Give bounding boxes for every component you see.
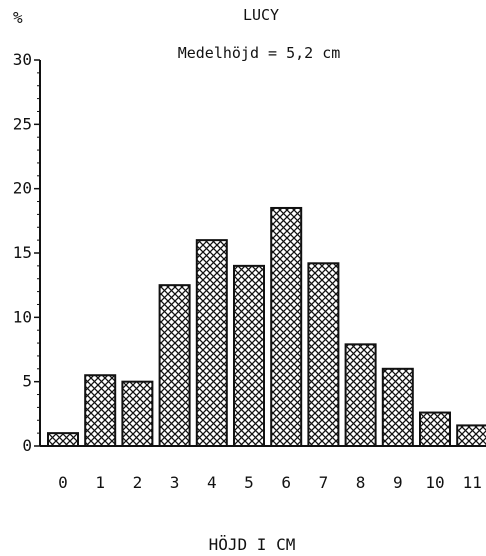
bar	[307, 262, 340, 447]
y-tick-label: 20	[13, 179, 32, 198]
x-tick-label: 9	[393, 473, 403, 492]
x-axis-ticks: 0 1 2 3 4 5 6 7 8 9 10 11	[58, 473, 482, 492]
x-tick-label: 8	[356, 473, 366, 492]
x-tick-label: 6	[281, 473, 291, 492]
bar	[456, 424, 486, 447]
bar	[344, 343, 377, 447]
y-tick-label: 0	[22, 436, 32, 455]
bar	[121, 380, 154, 447]
x-tick-label: 5	[244, 473, 254, 492]
y-tick-label: 10	[13, 307, 32, 326]
x-axis-label: HÖJD I CM	[209, 535, 296, 554]
x-tick-label: 3	[170, 473, 180, 492]
x-tick-label: 1	[95, 473, 105, 492]
x-tick-label: 7	[319, 473, 329, 492]
bar	[419, 411, 451, 447]
y-tick-label: 30	[13, 50, 32, 69]
y-axis-label: %	[13, 8, 23, 27]
y-axis-ticks: 0 5 10 15 20 25 30	[13, 50, 40, 455]
y-tick-label: 15	[13, 243, 32, 262]
chart-title: LUCY	[243, 6, 279, 24]
x-tick-label: 0	[58, 473, 68, 492]
bar	[270, 206, 303, 447]
bars-group	[47, 206, 486, 448]
y-tick-label: 5	[22, 372, 32, 391]
chart-subtitle: Medelhöjd = 5,2 cm	[178, 44, 341, 62]
bar	[47, 432, 79, 447]
bar	[195, 239, 228, 447]
x-tick-label: 4	[207, 473, 217, 492]
y-tick-label: 25	[13, 114, 32, 133]
x-tick-label: 11	[463, 473, 482, 492]
x-tick-label: 2	[133, 473, 143, 492]
bar	[84, 374, 117, 448]
bar	[381, 367, 414, 447]
bar	[233, 264, 265, 447]
x-tick-label: 10	[425, 473, 444, 492]
bar	[158, 284, 191, 447]
